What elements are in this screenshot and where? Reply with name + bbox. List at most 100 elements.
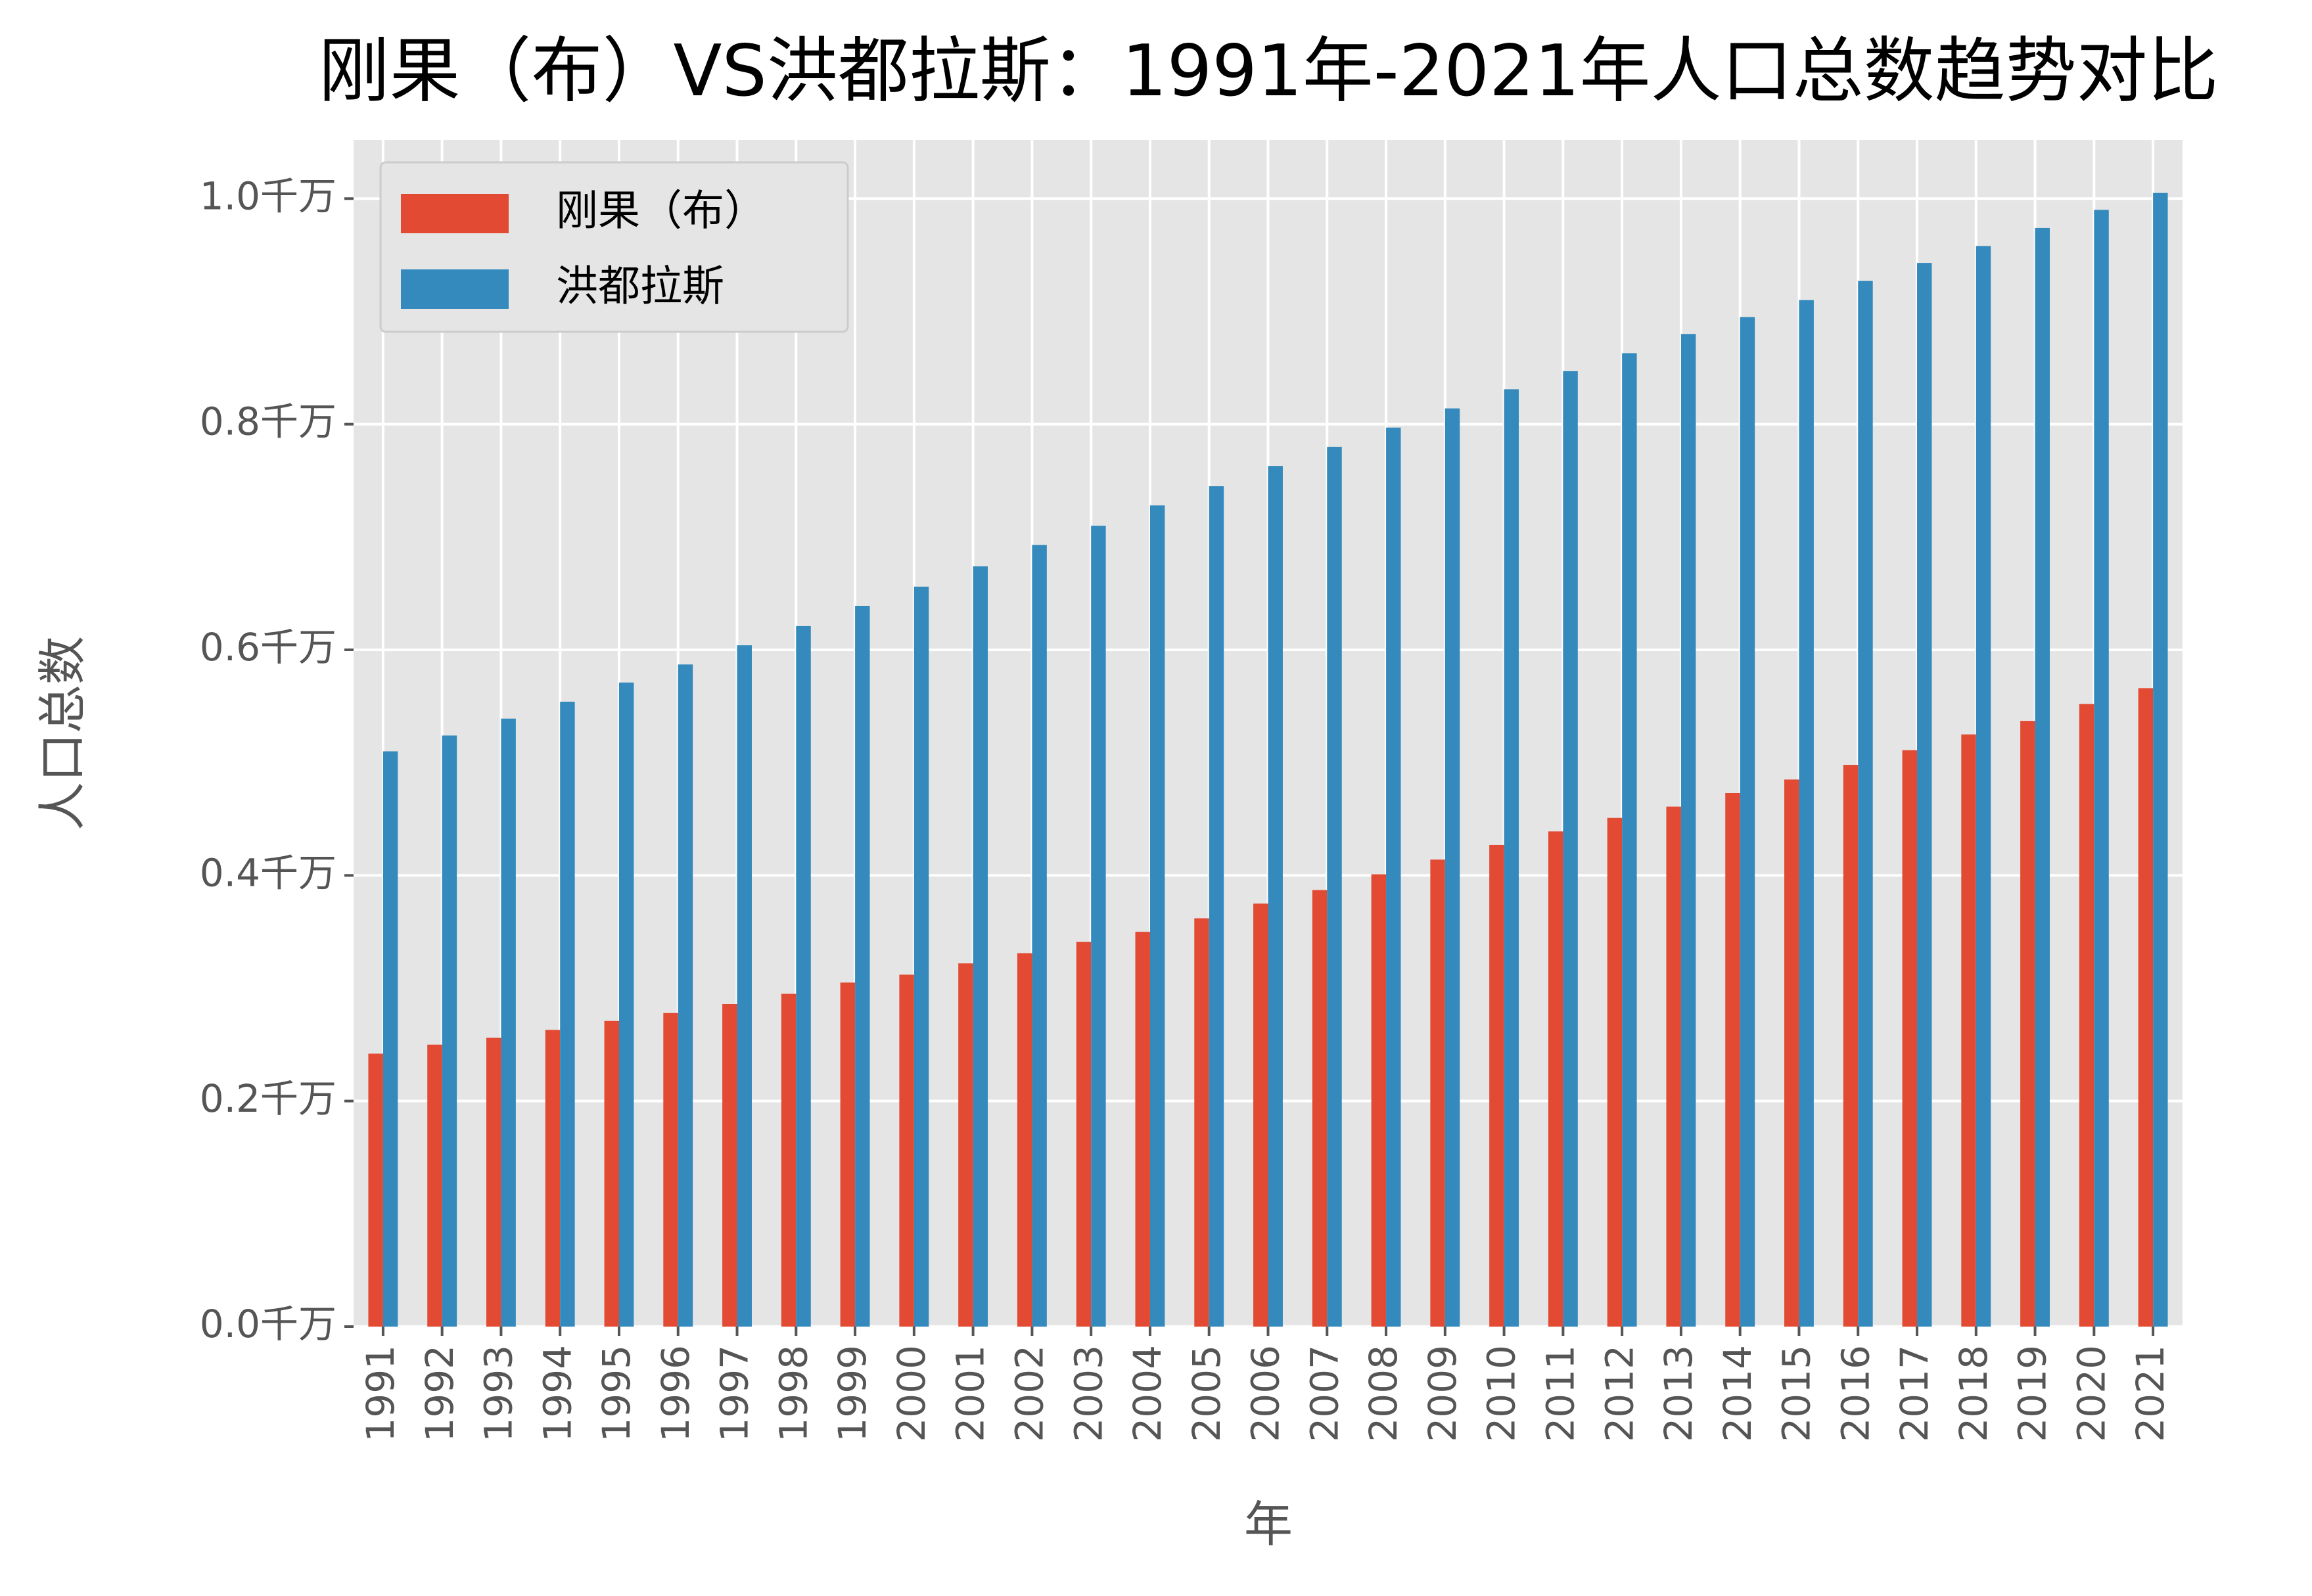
bar (1622, 353, 1637, 1327)
x-tick-label: 2021 (2128, 1345, 2173, 1442)
bar (2094, 210, 2109, 1327)
y-tick-label: 0.6千万 (200, 625, 336, 670)
bar (604, 1020, 619, 1327)
bar (1799, 300, 1814, 1327)
bar (442, 735, 457, 1327)
bar (678, 664, 693, 1327)
bar (1489, 844, 1504, 1327)
bar (1327, 446, 1342, 1327)
bar (958, 963, 973, 1327)
x-tick-label: 2015 (1774, 1345, 1819, 1442)
x-tick-label: 2001 (948, 1345, 993, 1442)
y-tick-label: 0.4千万 (200, 850, 336, 895)
x-axis-label: 年 (1244, 1497, 1293, 1553)
bar (1371, 874, 1387, 1327)
legend-swatch (401, 269, 509, 309)
bar (486, 1037, 501, 1327)
bar (1253, 903, 1268, 1327)
x-tick-label: 2004 (1125, 1345, 1170, 1442)
bar (2079, 704, 2094, 1327)
bar (2138, 688, 2154, 1327)
bar (1017, 953, 1032, 1327)
bar (840, 982, 856, 1327)
x-tick-label: 1997 (712, 1345, 757, 1442)
bar (1032, 545, 1047, 1327)
bar (501, 718, 516, 1327)
x-tick-label: 2000 (889, 1345, 934, 1442)
legend-label: 刚果（布） (556, 187, 766, 236)
x-tick-label: 1994 (535, 1345, 580, 1442)
bar (1976, 246, 1991, 1327)
bar (913, 586, 929, 1327)
bar (2035, 227, 2050, 1327)
y-tick-label: 0.8千万 (200, 399, 336, 444)
bar (1784, 779, 1799, 1327)
x-tick-label: 2003 (1066, 1345, 1111, 1442)
bar (1917, 263, 1932, 1327)
x-tick-label: 2016 (1833, 1345, 1878, 1442)
legend-swatch (401, 194, 509, 233)
x-tick-label: 2002 (1007, 1345, 1052, 1442)
x-tick-label: 2012 (1597, 1345, 1642, 1442)
x-tick-label: 1991 (358, 1345, 403, 1442)
x-tick-label: 2019 (2010, 1345, 2055, 1442)
y-tick-label: 0.0千万 (200, 1302, 336, 1346)
bar (737, 645, 752, 1327)
x-tick-label: 2017 (1892, 1345, 1937, 1442)
x-tick-label: 1996 (653, 1345, 698, 1442)
y-tick-label: 1.0千万 (200, 173, 336, 218)
bar (663, 1013, 678, 1327)
x-tick-label: 2009 (1420, 1345, 1465, 1442)
bar (1666, 806, 1681, 1327)
bar (1902, 750, 1918, 1327)
bar (1091, 526, 1106, 1327)
x-tick-label: 2006 (1243, 1345, 1288, 1442)
bar (1504, 389, 1519, 1327)
chart-title: 刚果（布）VS洪都拉斯：1991年-2021年人口总数趋势对比 (318, 30, 2218, 112)
bar (855, 606, 870, 1327)
x-tick-label: 1992 (417, 1345, 462, 1442)
bar (2153, 193, 2168, 1327)
bar (1135, 932, 1150, 1327)
bar (973, 566, 988, 1327)
bar (1312, 890, 1328, 1327)
bar (1548, 831, 1563, 1327)
bar (1725, 792, 1740, 1327)
bar (1194, 918, 1209, 1327)
bar (560, 701, 575, 1327)
x-tick-label: 1993 (476, 1345, 521, 1442)
bar (1961, 734, 1976, 1327)
bar (1563, 371, 1578, 1327)
y-tick-label: 0.2千万 (200, 1076, 336, 1121)
bar (1858, 281, 1873, 1327)
bar (545, 1030, 561, 1327)
bar (1607, 817, 1623, 1327)
bar (1740, 317, 1755, 1327)
x-tick-label: 1999 (830, 1345, 875, 1442)
bar (427, 1044, 442, 1327)
bar (781, 993, 797, 1327)
bar (1076, 942, 1092, 1327)
bar (796, 626, 811, 1327)
legend-label: 洪都拉斯 (556, 263, 724, 311)
x-tick-label: 2020 (2069, 1345, 2114, 1442)
x-tick-label: 2013 (1656, 1345, 1701, 1442)
bar (1445, 408, 1460, 1327)
bar (1268, 466, 1283, 1327)
bar (1430, 859, 1445, 1327)
x-tick-label: 2014 (1715, 1345, 1760, 1442)
x-tick-label: 2018 (1951, 1345, 1996, 1442)
bar (1209, 486, 1224, 1327)
x-tick-label: 2011 (1538, 1345, 1583, 1442)
bar (1843, 765, 1859, 1327)
x-tick-label: 1995 (594, 1345, 639, 1442)
bar (1386, 427, 1401, 1327)
bar (618, 682, 634, 1327)
bar (722, 1004, 737, 1327)
x-tick-label: 2008 (1361, 1345, 1406, 1442)
x-tick-label: 2005 (1184, 1345, 1229, 1442)
bar (899, 974, 914, 1327)
bar (382, 751, 398, 1327)
x-tick-label: 1998 (771, 1345, 816, 1442)
